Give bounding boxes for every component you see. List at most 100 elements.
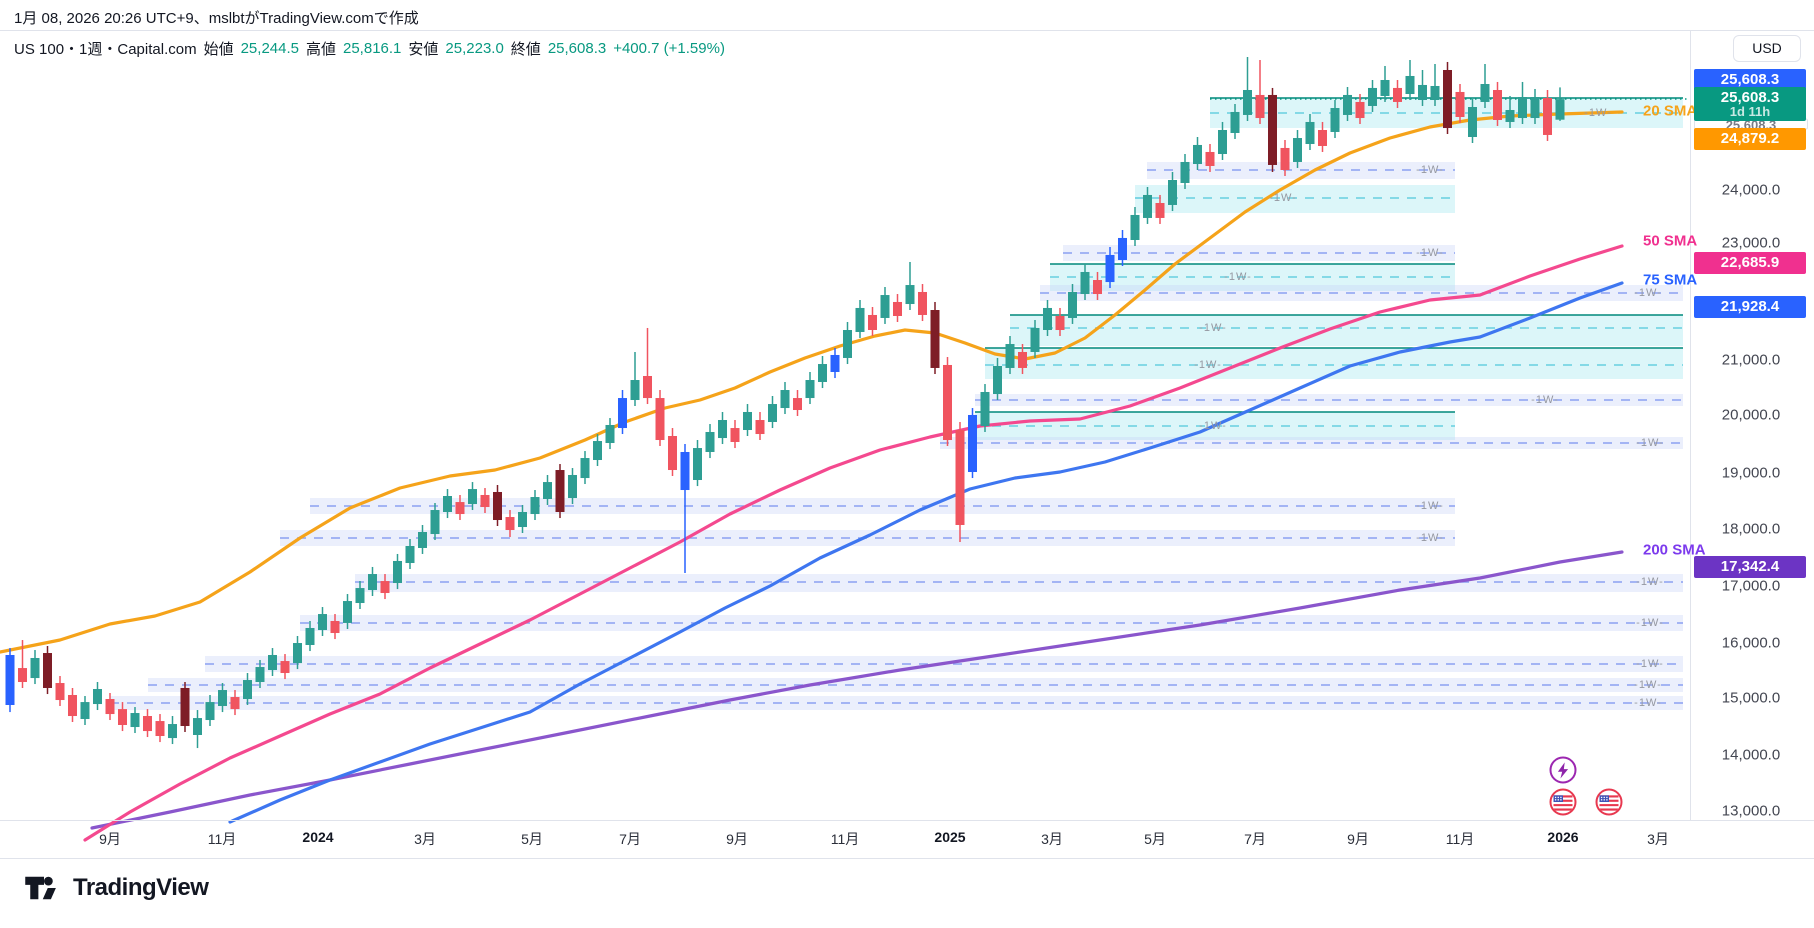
candle-body — [768, 404, 777, 422]
zone-band — [355, 574, 1683, 592]
time-axis-label: 9月 — [726, 831, 748, 847]
candle-body — [668, 436, 677, 471]
candle-body — [493, 491, 502, 521]
candle-body — [5, 654, 15, 705]
candle-body — [1118, 237, 1127, 261]
candle-body — [505, 517, 515, 531]
candle-body — [1143, 194, 1152, 218]
tradingview-logo[interactable]: TradingView — [24, 874, 209, 902]
zone-band — [310, 498, 1455, 514]
candle-body — [1130, 214, 1140, 241]
candle-body — [1255, 94, 1265, 119]
price-tick: 14,000.0 — [1721, 746, 1781, 764]
candle-body — [430, 510, 440, 535]
candle-body — [468, 489, 477, 505]
candle-body — [318, 614, 327, 631]
candle-body — [555, 470, 565, 512]
time-axis-label: 7月 — [619, 831, 641, 847]
candle-body — [568, 474, 577, 499]
zone-timeframe-label: -1W- — [1634, 679, 1662, 691]
candle-body — [830, 354, 840, 372]
zone-timeframe-label: -1W- — [1636, 437, 1664, 449]
candle-body — [68, 694, 77, 717]
candle-body — [143, 716, 152, 732]
symbol-header[interactable]: US 100・1週・Capital.com 始値 25,244.5 高値 25,… — [14, 38, 725, 59]
candle-body — [180, 687, 190, 727]
candle-body — [243, 680, 252, 700]
candle-body — [1380, 79, 1390, 96]
price-tag-sma200: 17,342.4 — [1694, 556, 1806, 578]
candle-body — [443, 496, 452, 512]
zone-band — [940, 437, 1683, 449]
time-axis-label: 3月 — [1647, 831, 1669, 847]
sma-legend-50-sma: 50 SMA — [1643, 232, 1698, 250]
zone-band — [280, 530, 1455, 546]
price-tag-sma50: 22,685.9 — [1694, 252, 1806, 274]
sma-legend-75-sma: 75 SMA — [1643, 271, 1698, 289]
time-axis-label: 7月 — [1244, 831, 1266, 847]
currency-button[interactable]: USD — [1733, 35, 1801, 62]
candle-body — [655, 398, 665, 441]
low-value: 25,223.0 — [445, 40, 504, 57]
time-axis-label: 3月 — [1041, 831, 1063, 847]
sma75-line — [228, 281, 1624, 824]
candle-body — [843, 330, 852, 358]
price-tick: 24,000.0 — [1721, 181, 1781, 199]
candle-body — [80, 702, 90, 720]
candle-body — [105, 699, 115, 715]
candle-body — [1055, 315, 1065, 331]
price-tag-sma75: 21,928.4 — [1694, 296, 1806, 318]
candle-body — [1093, 280, 1102, 295]
zone-timeframe-label: -1W- — [1636, 617, 1664, 629]
zone-band — [1010, 315, 1683, 346]
candle-body — [1443, 69, 1452, 129]
candle-body — [368, 574, 377, 591]
candle-body — [1293, 138, 1302, 162]
candle-body — [93, 689, 102, 705]
candle-body — [1468, 107, 1477, 138]
zone-timeframe-label: -1W- — [1584, 107, 1612, 119]
candle-body — [968, 414, 977, 472]
economic-event-us-flag-icon[interactable] — [1549, 788, 1577, 816]
candle-body — [918, 291, 927, 315]
candle-body — [743, 411, 752, 431]
candle-body — [530, 497, 540, 515]
zone-band — [1135, 185, 1455, 213]
candle-body — [1518, 97, 1527, 119]
time-axis-label: 9月 — [1347, 831, 1369, 847]
time-axis-label: 5月 — [521, 831, 543, 847]
high-label: 高値 — [305, 41, 336, 58]
economic-event-us-flag-icon[interactable] — [1595, 788, 1623, 816]
candle-body — [355, 588, 365, 604]
candle-body — [1343, 94, 1352, 115]
candle-body — [280, 661, 290, 674]
candle-body — [1530, 97, 1540, 119]
candle-body — [1368, 87, 1377, 106]
candle-body — [643, 375, 652, 399]
candle-body — [1480, 84, 1490, 102]
zone-band — [300, 615, 1683, 631]
attribution-text: 1月 08, 2026 20:26 UTC+9、mslbtがTradingVie… — [14, 10, 419, 27]
zone-timeframe-label: -1W- — [1416, 532, 1444, 544]
candle-body — [1068, 291, 1077, 318]
candle-body — [580, 458, 590, 479]
price-tick: 21,000.0 — [1721, 351, 1781, 369]
zone-timeframe-label: -1W- — [1416, 164, 1444, 176]
zone-timeframe-label: -1W- — [1634, 697, 1662, 709]
candle-body — [1030, 327, 1040, 352]
open-label: 始値 — [203, 41, 234, 58]
zone-timeframe-label: -1W- — [1636, 576, 1664, 588]
tradingview-logo-text: TradingView — [73, 874, 209, 901]
candle-body — [1418, 84, 1427, 100]
time-axis-label: 11月 — [830, 831, 860, 847]
candle-body — [155, 721, 165, 737]
candle-body — [1455, 91, 1465, 118]
candle-body — [43, 653, 52, 688]
time-axis-label: 3月 — [414, 831, 436, 847]
candle-body — [705, 431, 715, 452]
candle-body — [1555, 99, 1565, 120]
economic-event-lightning-icon[interactable] — [1549, 756, 1577, 784]
candle-body — [930, 310, 940, 368]
